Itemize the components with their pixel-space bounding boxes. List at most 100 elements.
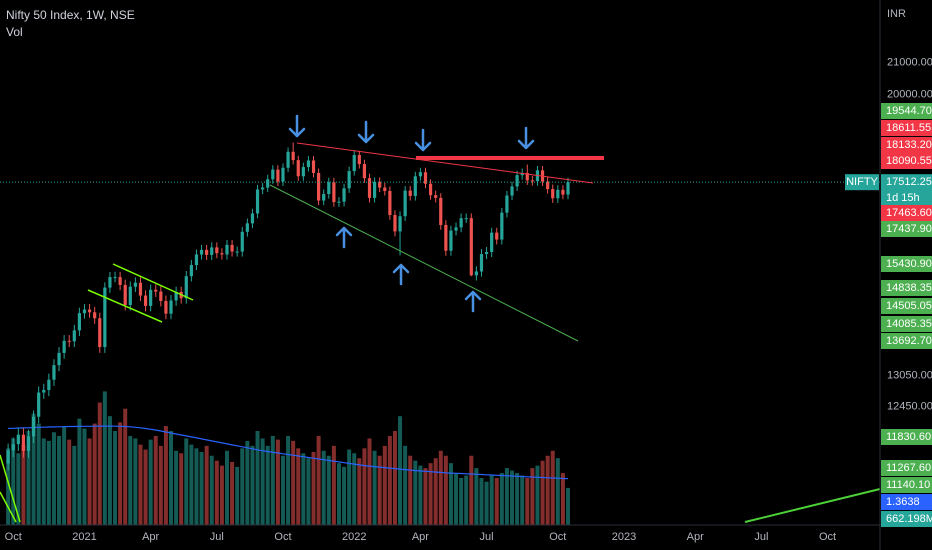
currency: INR <box>887 8 906 20</box>
candle-body <box>342 188 346 202</box>
up-arrow <box>464 290 482 313</box>
candle-body <box>77 313 81 331</box>
y-tick-label: 12450.00 <box>887 401 932 413</box>
volume-bar <box>158 445 163 525</box>
up-arrow <box>335 226 353 249</box>
y-tick-label: 21000.00 <box>887 57 932 69</box>
volume-bar <box>347 449 352 525</box>
volume-bar <box>148 439 153 525</box>
volume-bar <box>530 468 535 525</box>
countdown-label: 1d 15h <box>886 192 920 204</box>
x-tick-label: Jul <box>754 531 768 543</box>
price-badge <box>881 103 932 119</box>
candle-body <box>169 300 173 314</box>
volume-bar <box>209 455 214 525</box>
volume-bar <box>398 416 403 525</box>
candle-body <box>306 160 311 168</box>
candle-body <box>57 352 61 366</box>
volume-bar <box>469 455 474 525</box>
candle-body <box>128 286 132 306</box>
volume-bar <box>377 455 382 525</box>
down-arrow <box>357 120 375 144</box>
volume-bar <box>21 444 26 525</box>
symbol-badge <box>845 174 879 191</box>
price-badge <box>881 256 932 272</box>
volume-bar <box>255 431 260 525</box>
volume-bar <box>62 426 67 525</box>
candle-body <box>378 181 382 188</box>
support-line <box>269 184 579 342</box>
candle-body <box>6 450 10 464</box>
channel-line <box>0 491 17 523</box>
candle-body <box>317 172 321 201</box>
candle-body <box>530 180 534 182</box>
price-badge <box>881 153 932 169</box>
candle-body <box>291 151 295 161</box>
candle-body <box>67 340 71 342</box>
price-axis <box>880 0 932 550</box>
candle-body <box>546 181 550 190</box>
price-badge <box>881 280 932 296</box>
candle-body <box>261 187 265 190</box>
candle-body <box>199 249 204 255</box>
volume-bar <box>179 453 184 525</box>
volume-bar <box>128 435 133 525</box>
volume-bar <box>102 391 107 525</box>
volume-bar <box>6 448 11 525</box>
volume-bar <box>306 458 311 525</box>
price-badge <box>881 205 932 221</box>
candle-body <box>413 176 417 196</box>
price-badge-label: 11830.60 <box>886 431 931 443</box>
volume-bar <box>479 478 484 525</box>
candle-body <box>490 232 494 252</box>
x-tick-label: Oct <box>274 531 291 543</box>
volume-bar <box>367 438 372 525</box>
candle-body <box>556 189 560 199</box>
candle-body <box>220 253 224 255</box>
candle-body <box>352 155 356 172</box>
candle-body <box>42 389 46 393</box>
candle-body <box>82 309 87 314</box>
volume-bar <box>484 481 489 525</box>
candle-body <box>174 292 178 301</box>
volume-bar <box>566 487 571 525</box>
x-tick-label: Apr <box>142 531 159 543</box>
volume-bar <box>499 473 504 525</box>
volume-bar <box>250 445 255 525</box>
volume-bar <box>245 440 250 525</box>
x-tick-label: Apr <box>412 531 429 543</box>
volume-label: Vol <box>6 25 23 39</box>
price-badge-label: 14085.35 <box>886 318 932 330</box>
x-tick-label: Jul <box>210 531 224 543</box>
candle-body <box>464 218 468 220</box>
candle-body <box>205 249 209 255</box>
x-tick-label: Apr <box>687 531 704 543</box>
price-badge <box>881 316 932 332</box>
volume-bar <box>113 431 118 525</box>
candle-body <box>62 340 66 353</box>
candle-body <box>393 215 397 232</box>
price-badge <box>881 221 932 237</box>
price-badge-label: 18611.55 <box>886 122 931 134</box>
price-layer <box>0 142 880 471</box>
x-tick-label: 2022 <box>342 531 366 543</box>
candle-body <box>215 247 219 254</box>
volume-bar <box>240 448 245 525</box>
volume-bar <box>224 450 229 525</box>
x-tick-label: Oct <box>5 531 22 543</box>
volume-bar <box>123 408 128 525</box>
price-badge <box>881 298 932 314</box>
volume-bar <box>31 413 36 525</box>
candle-body <box>444 224 448 251</box>
volume-bar <box>11 438 16 525</box>
volume-bar <box>321 450 326 525</box>
candle-body <box>362 164 367 179</box>
candle-body <box>16 434 20 445</box>
price-badge <box>881 120 932 136</box>
candle-body <box>454 227 458 231</box>
candle-body <box>520 172 524 176</box>
volume-bar <box>138 444 143 525</box>
volume-bar <box>301 453 306 525</box>
volume-bar <box>525 478 530 525</box>
y-tick-label: 13050.00 <box>887 370 932 382</box>
